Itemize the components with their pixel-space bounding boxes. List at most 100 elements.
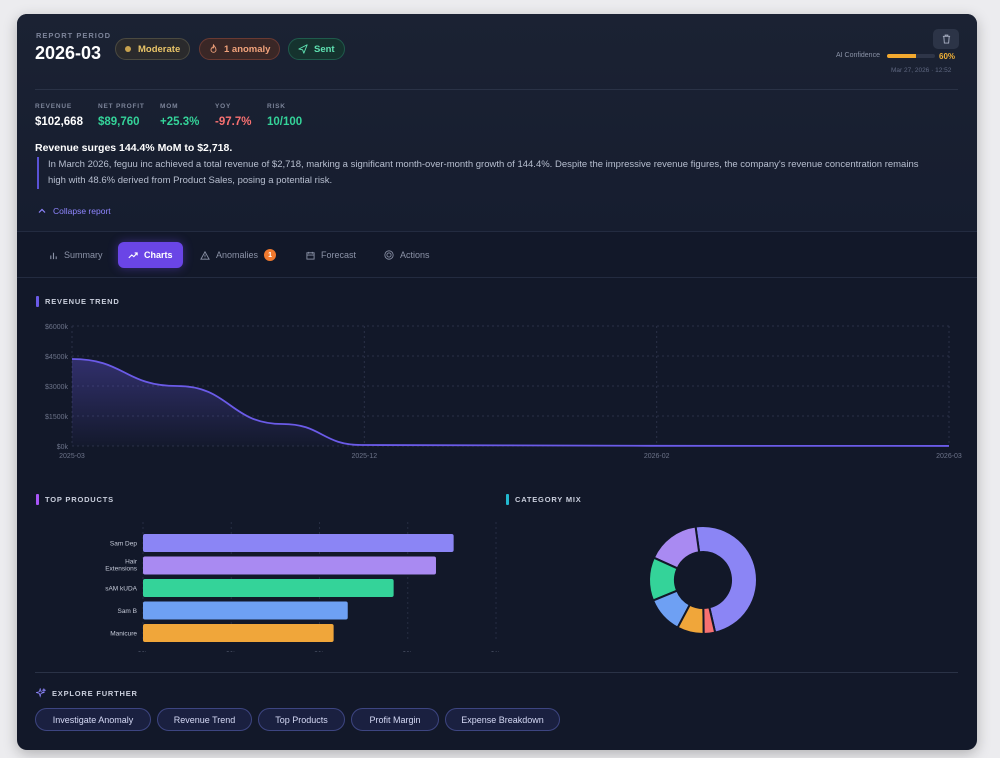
x-tick-label: 2026-02 xyxy=(644,453,670,460)
section-label: EXPLORE FURTHER xyxy=(52,688,138,698)
tab-bar: Summary Charts Anomalies 1 Forecast Acti… xyxy=(17,233,977,278)
metric-risk: RISK 10/100 xyxy=(267,103,302,128)
anomaly-label: 1 anomaly xyxy=(224,43,271,55)
anomaly-count-badge: 1 xyxy=(264,249,277,261)
section-accent xyxy=(506,494,509,505)
explore-chip-revenue-trend[interactable]: Revenue Trend xyxy=(157,708,252,731)
product-label: Sam Dep xyxy=(110,541,137,548)
product-bar xyxy=(143,601,348,620)
tab-label: Charts xyxy=(144,250,173,260)
revenue-line xyxy=(71,358,950,447)
section-label: CATEGORY MIX xyxy=(515,495,582,504)
metric-label: MOM xyxy=(160,103,179,110)
x-tick-label: $0k xyxy=(226,651,237,652)
sent-badge: Sent xyxy=(288,38,345,60)
report-card: REPORT PERIOD 2026-03 Moderate 1 anomaly… xyxy=(17,14,977,750)
metric-value: 10/100 xyxy=(267,116,303,128)
category-slice xyxy=(648,556,679,602)
tab-charts[interactable]: Charts xyxy=(118,242,183,268)
collapse-label: Collapse report xyxy=(53,206,111,216)
calendar-icon xyxy=(306,251,315,260)
report-headline: Revenue surges 144.4% MoM to $2,718. xyxy=(35,142,233,154)
product-label: Sam B xyxy=(117,608,137,615)
metric-label: YOY xyxy=(215,103,232,110)
tab-label: Forecast xyxy=(321,250,357,260)
send-icon xyxy=(298,44,308,54)
delete-button[interactable] xyxy=(933,29,959,49)
explore-chip-expense-breakdown[interactable]: Expense Breakdown xyxy=(445,708,560,731)
tab-summary[interactable]: Summary xyxy=(39,242,113,268)
anomaly-badge[interactable]: 1 anomaly xyxy=(199,38,281,60)
metric-value: -97.7% xyxy=(215,116,252,128)
collapse-report-button[interactable]: Collapse report xyxy=(38,206,111,216)
category-slice xyxy=(694,525,758,634)
tab-label: Summary xyxy=(64,250,103,260)
y-tick-label: $6000k xyxy=(45,324,68,331)
warning-icon xyxy=(200,250,210,260)
metric-value: $102,668 xyxy=(35,116,83,128)
section-accent xyxy=(36,296,39,307)
explore-chip-profit-margin[interactable]: Profit Margin xyxy=(351,708,439,731)
period-label: REPORT PERIOD xyxy=(36,31,112,40)
metric-net-profit: NET PROFIT $89,760 xyxy=(98,103,145,128)
target-icon xyxy=(384,250,394,260)
category-mix-title: CATEGORY MIX xyxy=(506,494,582,505)
x-tick-label: $0k xyxy=(403,651,414,652)
explore-chip-investigate-anomaly[interactable]: Investigate Anomaly xyxy=(35,708,151,731)
tab-forecast[interactable]: Forecast xyxy=(296,242,366,268)
y-tick-label: $4500k xyxy=(45,354,68,361)
explore-chip-top-products[interactable]: Top Products xyxy=(258,708,345,731)
y-tick-label: $1500k xyxy=(45,414,68,421)
tab-anomalies[interactable]: Anomalies 1 xyxy=(190,242,286,268)
sent-label: Sent xyxy=(314,43,335,55)
product-bar xyxy=(143,534,454,552)
section-accent xyxy=(36,494,39,505)
x-tick-label: 2025-03 xyxy=(59,453,85,460)
category-slice xyxy=(702,606,717,636)
tab-actions[interactable]: Actions xyxy=(374,242,440,268)
metric-label: NET PROFIT xyxy=(98,103,145,110)
category-slice xyxy=(651,589,692,630)
y-tick-label: $3000k xyxy=(45,384,68,391)
product-label-line: Extensions xyxy=(105,566,138,573)
section-label: TOP PRODUCTS xyxy=(45,495,114,504)
tab-label: Actions xyxy=(400,250,430,260)
severity-badge: Moderate xyxy=(115,38,191,60)
revenue-trend-title: REVENUE TREND xyxy=(36,296,120,307)
severity-dot-icon xyxy=(125,46,131,52)
x-tick-label: $1k xyxy=(491,651,502,652)
timestamp: Mar 27, 2026 · 12:52 xyxy=(891,67,952,74)
confidence-value: 60% xyxy=(939,52,956,61)
metric-mom: MOM +25.3% xyxy=(160,103,199,128)
product-bar xyxy=(143,624,334,642)
report-header: REPORT PERIOD 2026-03 Moderate 1 anomaly… xyxy=(17,14,977,232)
y-tick-label: $0k xyxy=(57,444,69,451)
metric-value: +25.3% xyxy=(160,116,200,128)
tab-label: Anomalies xyxy=(216,250,259,260)
category-slice xyxy=(676,603,705,635)
x-tick-label: 2025-12 xyxy=(351,453,377,460)
header-divider xyxy=(35,89,958,90)
revenue-area xyxy=(72,359,949,446)
metric-label: REVENUE xyxy=(35,103,73,110)
trash-icon xyxy=(942,34,950,44)
top-products-title: TOP PRODUCTS xyxy=(36,494,114,505)
sparkle-icon xyxy=(36,688,46,698)
bar-chart-icon xyxy=(50,252,57,259)
product-label: Manicure xyxy=(110,631,137,638)
x-tick-label: 2026-03 xyxy=(936,453,962,460)
metric-value: $89,760 xyxy=(98,116,140,128)
metric-label: RISK xyxy=(267,103,286,110)
product-label: sAM kUDA xyxy=(105,586,137,593)
period-title: 2026-03 xyxy=(35,43,102,63)
x-tick-label: $0k xyxy=(138,651,149,652)
category-slice xyxy=(652,525,701,570)
product-bar xyxy=(143,579,394,597)
product-bar xyxy=(143,556,436,575)
revenue-trend-chart: $0k $1500k $3000k $4500k $6000k 2025-03 2025-1… xyxy=(45,324,962,460)
severity-label: Moderate xyxy=(138,43,181,55)
explore-title: EXPLORE FURTHER xyxy=(36,688,138,698)
confidence-fill xyxy=(887,54,916,58)
